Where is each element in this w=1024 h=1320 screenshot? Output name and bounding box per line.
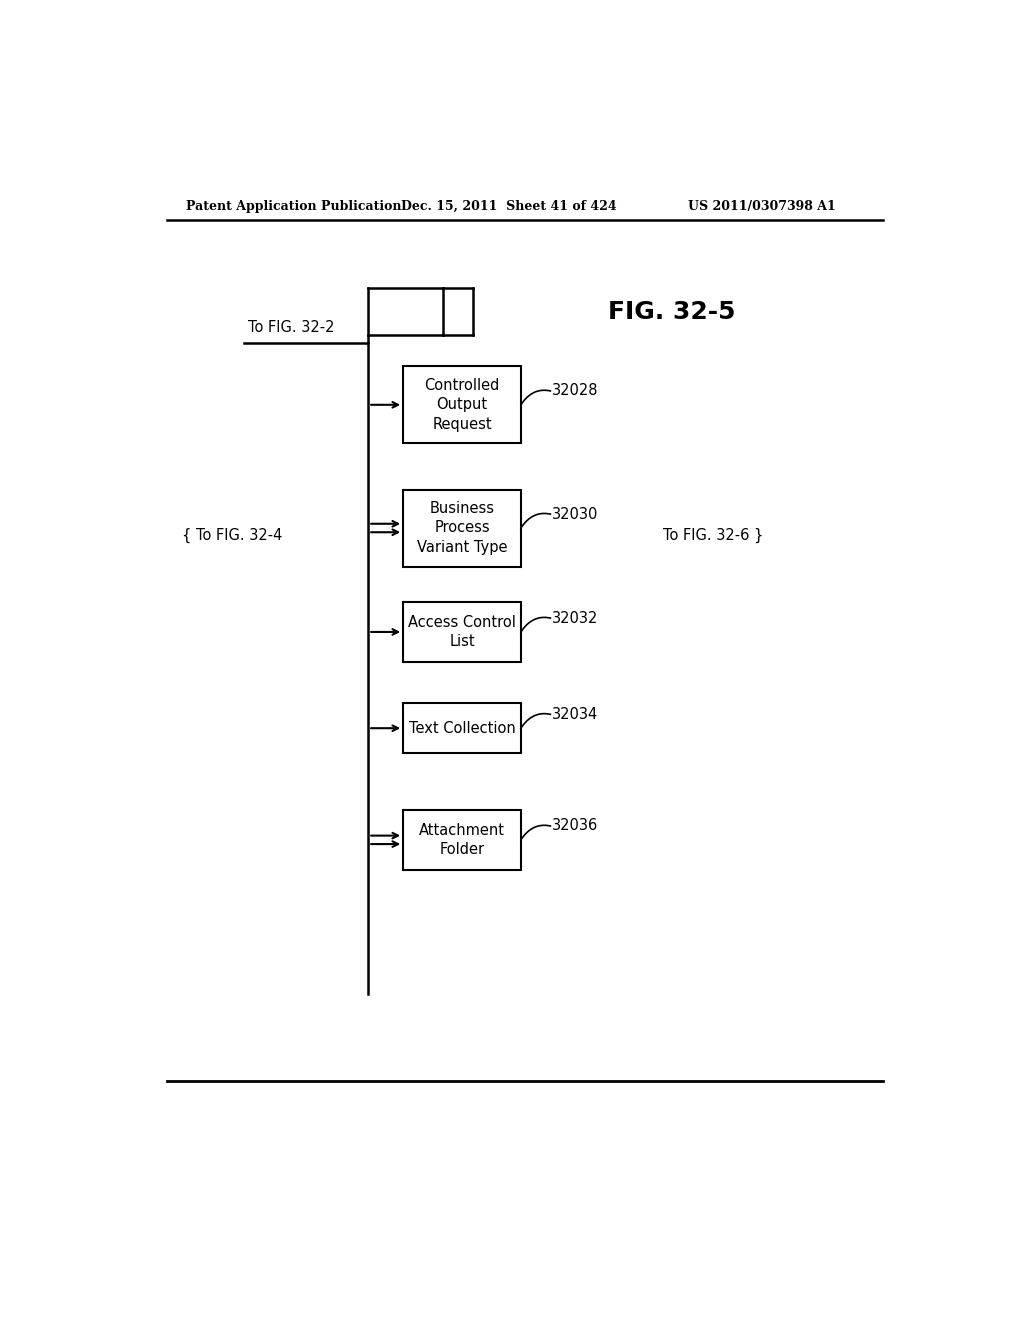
Text: Text Collection: Text Collection	[409, 721, 515, 735]
Text: 32032: 32032	[552, 611, 598, 626]
Text: Patent Application Publication: Patent Application Publication	[186, 199, 401, 213]
Text: US 2011/0307398 A1: US 2011/0307398 A1	[687, 199, 836, 213]
Text: FIG. 32-5: FIG. 32-5	[608, 301, 736, 325]
Text: Business
Process
Variant Type: Business Process Variant Type	[417, 502, 507, 554]
Text: 32036: 32036	[552, 818, 598, 833]
Text: 32030: 32030	[552, 507, 598, 521]
Text: 32028: 32028	[552, 383, 598, 399]
Text: Dec. 15, 2011  Sheet 41 of 424: Dec. 15, 2011 Sheet 41 of 424	[400, 199, 616, 213]
Text: Access Control
List: Access Control List	[409, 615, 516, 649]
Bar	[403, 367, 521, 444]
Text: To FIG. 32-6 }: To FIG. 32-6 }	[663, 528, 763, 544]
Text: Controlled
Output
Request: Controlled Output Request	[424, 378, 500, 432]
Bar	[403, 810, 521, 870]
Text: Attachment
Folder: Attachment Folder	[419, 822, 505, 857]
Bar	[403, 704, 521, 754]
Bar	[403, 490, 521, 566]
Text: { To FIG. 32-4: { To FIG. 32-4	[182, 528, 283, 544]
Text: 32034: 32034	[552, 706, 598, 722]
Text: To FIG. 32-2: To FIG. 32-2	[248, 321, 335, 335]
Bar	[403, 602, 521, 663]
